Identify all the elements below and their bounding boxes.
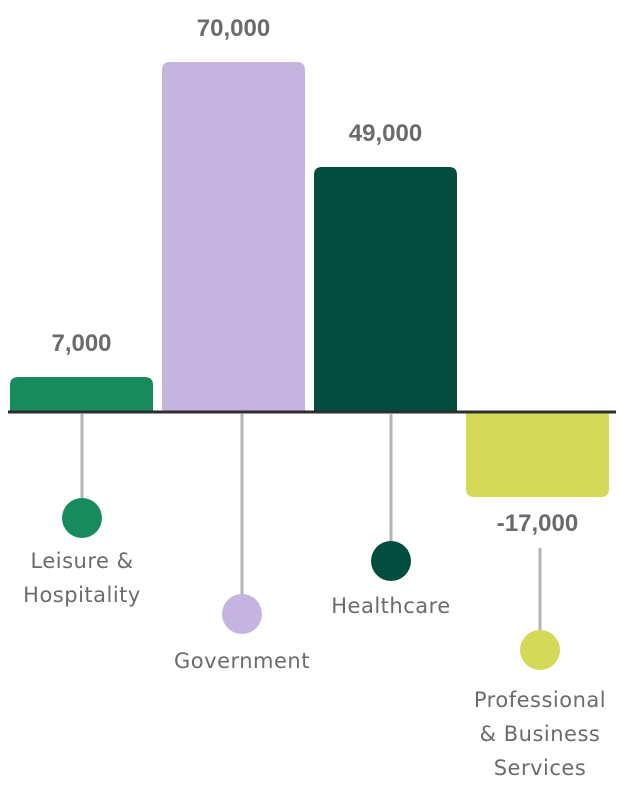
marker-dot-healthcare <box>371 541 411 581</box>
value-label-government: 70,000 <box>197 15 270 42</box>
category-label-professional-business-services-line-3: Services <box>494 756 587 780</box>
category-label-professional-business-services-line-1: Professional <box>474 688 606 712</box>
category-label-professional-business-services-line-2: & Business <box>480 722 601 746</box>
value-label-healthcare: 49,000 <box>349 120 422 147</box>
category-label-leisure-hospitality-line-2: Hospitality <box>23 583 141 607</box>
category-label-healthcare-line-1: Healthcare <box>331 594 450 618</box>
value-label-professional-business-services: -17,000 <box>497 510 578 537</box>
category-label-leisure-hospitality-line-1: Leisure & <box>31 549 134 573</box>
value-label-leisure-hospitality: 7,000 <box>51 330 111 357</box>
stem-layer <box>62 414 560 670</box>
bar-leisure-hospitality <box>10 377 153 412</box>
bar-professional-business-services <box>466 412 609 497</box>
bar-government <box>162 62 305 412</box>
bar-healthcare <box>314 167 457 412</box>
marker-dot-professional-business-services <box>520 630 560 670</box>
marker-dot-government <box>222 594 262 634</box>
bar-layer <box>10 62 609 497</box>
category-label-government-line-1: Government <box>174 649 310 673</box>
label-layer: 7,000 Leisure & Hospitality 70,000 Governmen… <box>23 15 606 780</box>
marker-dot-leisure-hospitality <box>62 498 102 538</box>
